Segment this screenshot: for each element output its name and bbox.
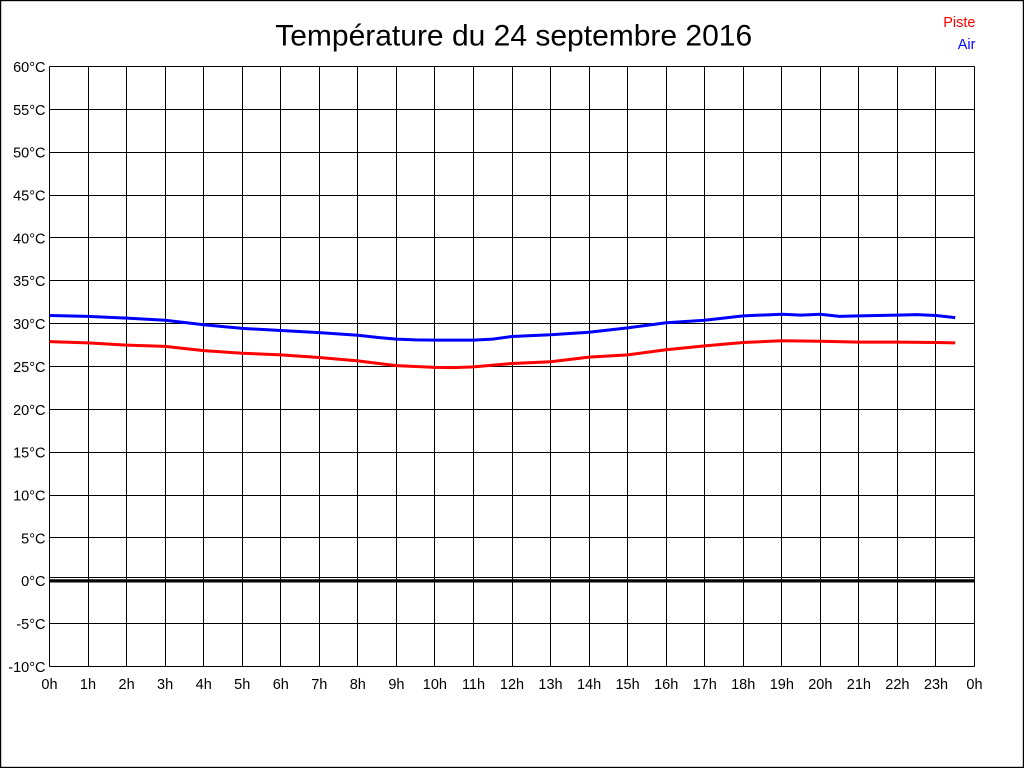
svg-text:25°C: 25°C xyxy=(13,360,45,376)
svg-text:10h: 10h xyxy=(423,677,447,693)
svg-text:21h: 21h xyxy=(847,677,871,693)
svg-text:16h: 16h xyxy=(654,677,678,693)
svg-text:35°C: 35°C xyxy=(13,274,45,290)
svg-text:-5°C: -5°C xyxy=(16,617,45,633)
svg-text:2h: 2h xyxy=(119,677,135,693)
svg-text:11h: 11h xyxy=(462,677,485,693)
svg-text:Piste: Piste xyxy=(943,15,975,31)
svg-text:12h: 12h xyxy=(500,677,524,693)
svg-text:15h: 15h xyxy=(615,677,639,693)
svg-text:Air: Air xyxy=(958,37,976,53)
svg-text:1h: 1h xyxy=(80,677,96,693)
svg-text:40°C: 40°C xyxy=(13,231,45,247)
svg-text:55°C: 55°C xyxy=(13,103,45,119)
svg-text:9h: 9h xyxy=(388,677,404,693)
svg-text:19h: 19h xyxy=(770,677,794,693)
svg-text:5h: 5h xyxy=(234,677,250,693)
svg-text:5°C: 5°C xyxy=(21,531,45,547)
svg-text:20°C: 20°C xyxy=(13,403,45,419)
svg-text:17h: 17h xyxy=(693,677,717,693)
svg-text:50°C: 50°C xyxy=(13,146,45,162)
svg-text:8h: 8h xyxy=(350,677,366,693)
svg-text:-10°C: -10°C xyxy=(8,660,45,676)
svg-text:30°C: 30°C xyxy=(13,317,45,333)
svg-text:60°C: 60°C xyxy=(13,60,45,76)
svg-text:18h: 18h xyxy=(731,677,755,693)
svg-text:14h: 14h xyxy=(577,677,601,693)
svg-text:7h: 7h xyxy=(311,677,327,693)
svg-text:6h: 6h xyxy=(273,677,289,693)
svg-text:22h: 22h xyxy=(885,677,909,693)
svg-text:45°C: 45°C xyxy=(13,189,45,205)
svg-text:20h: 20h xyxy=(808,677,832,693)
svg-text:4h: 4h xyxy=(196,677,212,693)
svg-text:0°C: 0°C xyxy=(21,574,45,590)
svg-text:23h: 23h xyxy=(924,677,948,693)
svg-text:3h: 3h xyxy=(157,677,173,693)
svg-text:10°C: 10°C xyxy=(13,489,45,505)
svg-text:0h: 0h xyxy=(41,677,57,693)
svg-text:13h: 13h xyxy=(538,677,562,693)
svg-text:15°C: 15°C xyxy=(13,446,45,462)
svg-text:Température du 24 septembre 20: Température du 24 septembre 2016 xyxy=(275,20,752,53)
svg-text:0h: 0h xyxy=(966,677,982,693)
